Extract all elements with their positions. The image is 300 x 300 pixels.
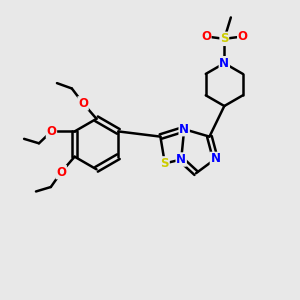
Text: O: O	[78, 97, 88, 110]
Text: N: N	[179, 123, 189, 136]
Text: S: S	[160, 157, 169, 170]
Text: N: N	[219, 57, 229, 70]
Text: O: O	[46, 125, 56, 138]
Text: N: N	[210, 152, 220, 165]
Text: S: S	[220, 32, 229, 45]
Text: O: O	[201, 30, 211, 43]
Text: O: O	[56, 166, 66, 178]
Text: O: O	[238, 30, 248, 43]
Text: N: N	[176, 153, 186, 166]
